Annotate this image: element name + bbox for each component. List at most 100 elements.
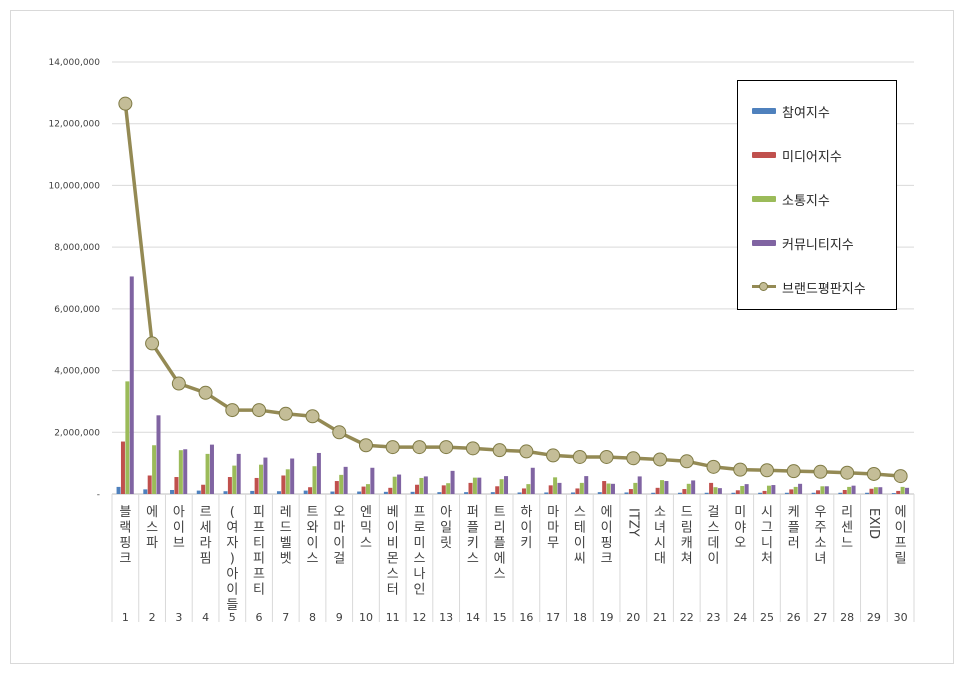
rank-label: 16 <box>519 611 533 624</box>
category-label: EXID <box>866 508 881 539</box>
bar <box>735 490 740 494</box>
line-point <box>546 448 561 463</box>
rank-label: 11 <box>386 611 400 624</box>
bar <box>383 491 388 494</box>
bar <box>156 415 161 494</box>
bar <box>891 493 896 494</box>
line-point <box>572 449 587 464</box>
bar <box>254 477 259 494</box>
legend-label-community: 커뮤니티지수 <box>782 237 854 253</box>
bar <box>548 485 553 494</box>
bar <box>798 483 803 494</box>
rank-label: 14 <box>466 611 480 624</box>
bar <box>637 476 642 494</box>
rank-label: 21 <box>653 611 667 624</box>
bar <box>370 467 375 494</box>
bar <box>571 492 576 494</box>
line-point <box>759 463 774 478</box>
legend-swatch-media <box>752 152 776 158</box>
bar <box>285 469 290 494</box>
line-point <box>145 336 160 351</box>
line-point <box>519 444 534 459</box>
rank-label: 13 <box>439 611 453 624</box>
bar <box>896 490 901 494</box>
rank-label: 12 <box>412 611 426 624</box>
legend-item-brand-reputation: 브랜드평판지수 <box>752 277 866 297</box>
line-point <box>626 451 641 466</box>
legend-label-communication: 소통지수 <box>782 193 830 209</box>
bar <box>183 449 188 494</box>
bar <box>223 491 228 494</box>
bar <box>709 482 714 494</box>
bar <box>495 486 500 494</box>
category-label: (여 자) 아 이 들 <box>226 505 238 613</box>
bar <box>152 445 157 494</box>
bar <box>236 453 241 494</box>
rank-label: 5 <box>229 611 236 624</box>
rank-label: 3 <box>175 611 182 624</box>
bar <box>308 487 313 494</box>
rank-label: 30 <box>894 611 908 624</box>
bar <box>330 491 335 494</box>
line-point <box>278 406 293 421</box>
bar <box>651 492 656 494</box>
legend-swatch-community <box>752 240 776 246</box>
y-tick-label: 10,000,000 <box>48 181 100 191</box>
bar <box>820 486 825 494</box>
line-point <box>599 449 614 464</box>
line-point <box>252 403 267 418</box>
bar <box>129 276 134 494</box>
legend-line-marker-icon <box>752 281 776 293</box>
rank-label: 23 <box>707 611 721 624</box>
bar <box>397 474 402 494</box>
line-point <box>198 385 213 400</box>
bar <box>713 487 718 494</box>
bar <box>281 475 286 494</box>
line-point <box>412 440 427 455</box>
line-point <box>439 440 454 455</box>
rank-label: 4 <box>202 611 209 624</box>
bar <box>873 487 878 494</box>
rank-label: 29 <box>867 611 881 624</box>
bar <box>789 489 794 494</box>
bar <box>504 476 509 494</box>
bar <box>490 492 495 494</box>
rank-label: 26 <box>787 611 801 624</box>
bar <box>677 492 682 494</box>
legend-item-media: 미디어지수 <box>752 145 842 165</box>
bar <box>851 485 856 494</box>
rank-label: 25 <box>760 611 774 624</box>
rank-label: 18 <box>573 611 587 624</box>
bar <box>464 492 469 494</box>
bar <box>530 467 535 494</box>
bar <box>740 485 745 494</box>
bar <box>259 464 264 494</box>
line-point <box>332 425 347 440</box>
bar <box>276 491 281 494</box>
line-point <box>653 452 668 467</box>
line-point <box>893 469 908 484</box>
bar <box>816 490 821 494</box>
line-point <box>171 376 186 391</box>
rank-label: 27 <box>813 611 827 624</box>
y-tick-label: 4,000,000 <box>54 367 100 377</box>
bar <box>290 458 295 494</box>
bar <box>784 492 789 494</box>
bar <box>865 492 870 494</box>
legend-item-communication: 소통지수 <box>752 189 830 209</box>
line-point <box>305 409 320 424</box>
bar <box>526 484 531 494</box>
bar <box>660 480 665 494</box>
line-point <box>465 441 480 456</box>
